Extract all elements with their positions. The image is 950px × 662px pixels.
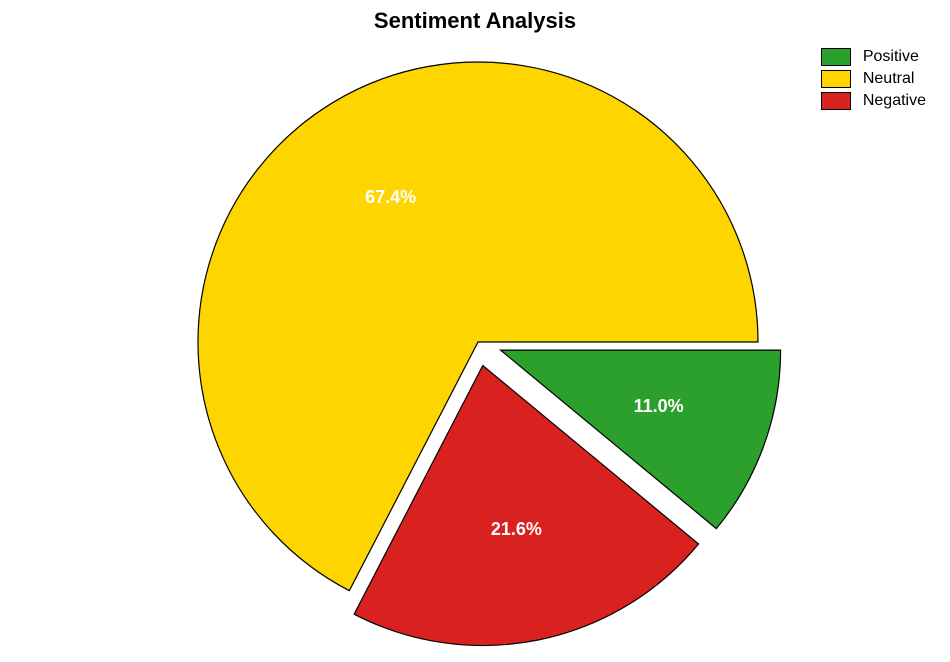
- legend-swatch-negative: [821, 92, 851, 110]
- legend-label-negative: Negative: [863, 92, 926, 110]
- legend-item-neutral: Neutral: [821, 70, 926, 88]
- legend-swatch-neutral: [821, 70, 851, 88]
- legend-item-positive: Positive: [821, 48, 926, 66]
- legend-swatch-positive: [821, 48, 851, 66]
- slice-label-positive: 11.0%: [634, 396, 684, 416]
- slice-label-neutral: 67.4%: [365, 187, 416, 207]
- legend-item-negative: Negative: [821, 92, 926, 110]
- legend-label-positive: Positive: [863, 48, 919, 66]
- legend-label-neutral: Neutral: [863, 70, 915, 88]
- slice-label-negative: 21.6%: [491, 519, 542, 539]
- legend: Positive Neutral Negative: [821, 48, 926, 114]
- pie-svg: 67.4% 21.6% 11.0%: [0, 0, 950, 662]
- sentiment-pie-chart: Sentiment Analysis 67.4%21.6%11.0% Posit…: [0, 0, 950, 662]
